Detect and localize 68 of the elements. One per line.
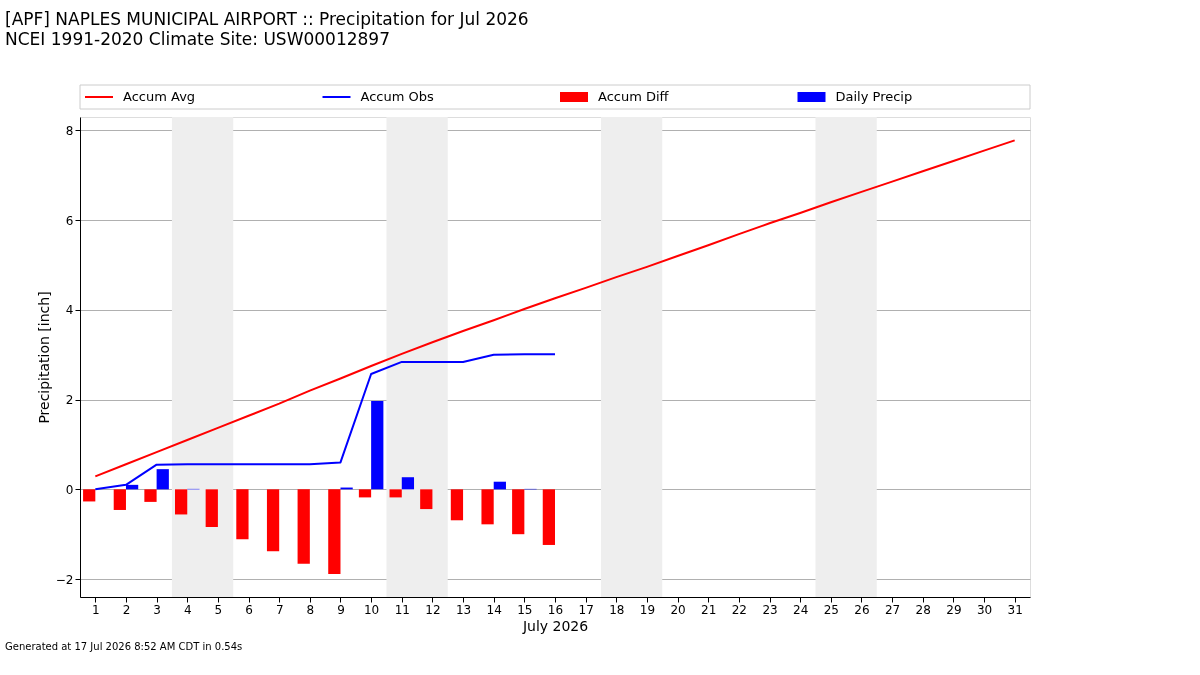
bar — [493, 481, 506, 490]
chart-title: [APF] NAPLES MUNICIPAL AIRPORT :: Precipitation for Jul 2026 — [5, 8, 529, 29]
x-tick-label: 9 — [337, 602, 345, 617]
legend-label: Daily Precip — [835, 89, 913, 104]
x-tick-label: 28 — [915, 602, 931, 617]
line-series — [94, 353, 556, 491]
bar — [420, 489, 433, 510]
x-tick-label: 15 — [517, 602, 533, 617]
text: Generated at 17 Jul 2026 8:52 AM CDT in 0.54s — [5, 641, 243, 652]
x-tick-label: 5 — [214, 602, 223, 617]
x-tick-label: 16 — [547, 602, 564, 617]
x-tick-label: 23 — [762, 602, 778, 617]
legend-label: Accum Diff — [598, 89, 670, 104]
bar — [83, 489, 96, 502]
bar — [113, 489, 126, 510]
x-tick-label: 21 — [701, 602, 717, 617]
chart-subtitle: NCEI 1991-2020 Climate Site: USW00012897 — [5, 28, 390, 49]
y-tick-label: 2 — [65, 393, 74, 408]
x-tick-label: 1 — [92, 602, 100, 617]
y-tick-label: 4 — [65, 303, 74, 318]
x-tick-label: 3 — [153, 602, 161, 617]
y-tick-label: 0 — [65, 482, 74, 497]
x-tick-label: 17 — [578, 602, 594, 617]
x-tick-label: 8 — [306, 602, 315, 617]
x-tick-label: 26 — [854, 602, 870, 617]
x-tick-label: 20 — [670, 602, 686, 617]
bar — [144, 489, 157, 502]
x-tick-label: 14 — [486, 602, 502, 617]
bar — [358, 489, 372, 498]
bar — [401, 477, 415, 490]
bar — [481, 489, 494, 525]
x-tick-label: 22 — [731, 602, 748, 617]
legend-label: Accum Obs — [360, 89, 434, 104]
bar — [297, 489, 310, 564]
x-tick-label: 19 — [639, 602, 656, 617]
bar — [389, 489, 402, 498]
bar — [371, 400, 384, 490]
x-tick-label: 25 — [823, 602, 839, 617]
y-tick-label: −2 — [55, 572, 74, 587]
x-axis-title: July 2026 — [521, 617, 589, 634]
x-tick-label: 4 — [183, 602, 192, 617]
x-tick-label: 27 — [884, 602, 901, 617]
bar — [512, 489, 525, 535]
bar — [175, 489, 188, 515]
x-tick-label: 6 — [245, 602, 253, 617]
x-tick-label: 18 — [609, 602, 625, 617]
legend-label: Accum Avg — [123, 89, 196, 104]
bar — [542, 489, 555, 545]
line-series — [94, 139, 1016, 478]
bar — [236, 489, 249, 540]
y-tick-label: 8 — [65, 123, 74, 138]
bar — [205, 489, 218, 528]
x-tick-label: 30 — [976, 602, 993, 617]
x-tick-label: 10 — [363, 602, 380, 617]
x-tick-label: 12 — [425, 602, 441, 617]
bar — [266, 489, 280, 552]
x-tick-label: 13 — [455, 602, 472, 617]
y-tick-label: 6 — [65, 213, 74, 228]
x-tick-label: 11 — [394, 602, 410, 617]
x-tick-label: 24 — [793, 602, 809, 617]
bar — [450, 489, 464, 521]
x-tick-label: 7 — [275, 602, 284, 617]
x-tick-label: 29 — [946, 602, 962, 617]
bar — [156, 469, 169, 490]
y-axis-title: Precipitation [inch] — [35, 291, 52, 424]
x-tick-label: 2 — [122, 602, 131, 617]
bar — [328, 489, 341, 575]
x-tick-label: 31 — [1007, 602, 1023, 617]
